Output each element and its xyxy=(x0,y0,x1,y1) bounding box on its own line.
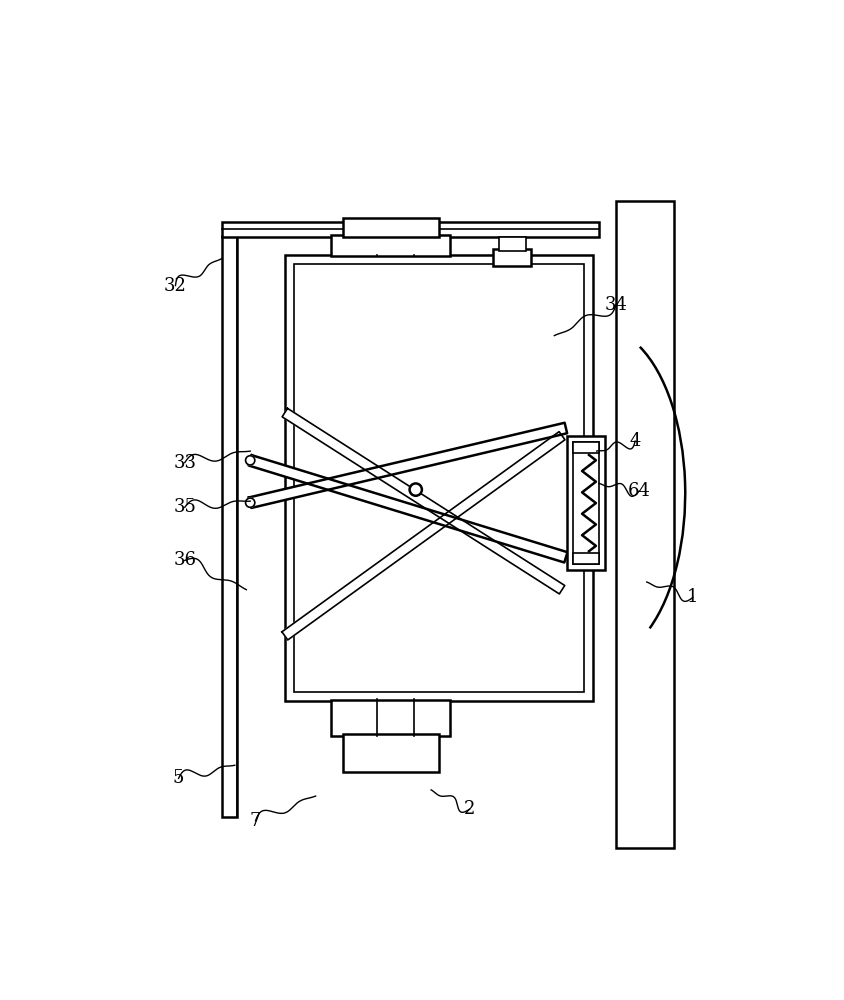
Text: 64: 64 xyxy=(627,482,650,500)
Text: 1: 1 xyxy=(686,588,698,606)
Polygon shape xyxy=(249,423,566,508)
Bar xyxy=(572,553,598,564)
Bar xyxy=(498,237,525,251)
Text: 5: 5 xyxy=(173,769,184,787)
Bar xyxy=(284,255,592,701)
Circle shape xyxy=(409,483,421,496)
Bar xyxy=(342,218,438,237)
Polygon shape xyxy=(282,432,565,640)
Bar xyxy=(572,442,598,453)
Bar xyxy=(572,442,598,564)
Text: 2: 2 xyxy=(463,800,475,818)
Polygon shape xyxy=(248,455,567,563)
Text: 32: 32 xyxy=(164,277,187,295)
Bar xyxy=(221,222,598,237)
Text: 33: 33 xyxy=(173,454,196,472)
Text: 7: 7 xyxy=(250,812,261,830)
Bar xyxy=(342,734,438,772)
Text: 4: 4 xyxy=(629,432,640,450)
Polygon shape xyxy=(282,408,564,594)
Circle shape xyxy=(246,498,255,507)
Text: 34: 34 xyxy=(603,296,626,314)
Bar xyxy=(492,249,531,266)
Circle shape xyxy=(246,456,255,465)
Bar xyxy=(331,235,450,256)
Text: 36: 36 xyxy=(173,551,196,569)
Bar xyxy=(221,235,237,817)
Bar xyxy=(566,436,604,570)
Bar xyxy=(331,700,450,736)
Bar xyxy=(294,264,583,692)
Text: 35: 35 xyxy=(173,498,196,516)
Bar xyxy=(615,201,673,848)
